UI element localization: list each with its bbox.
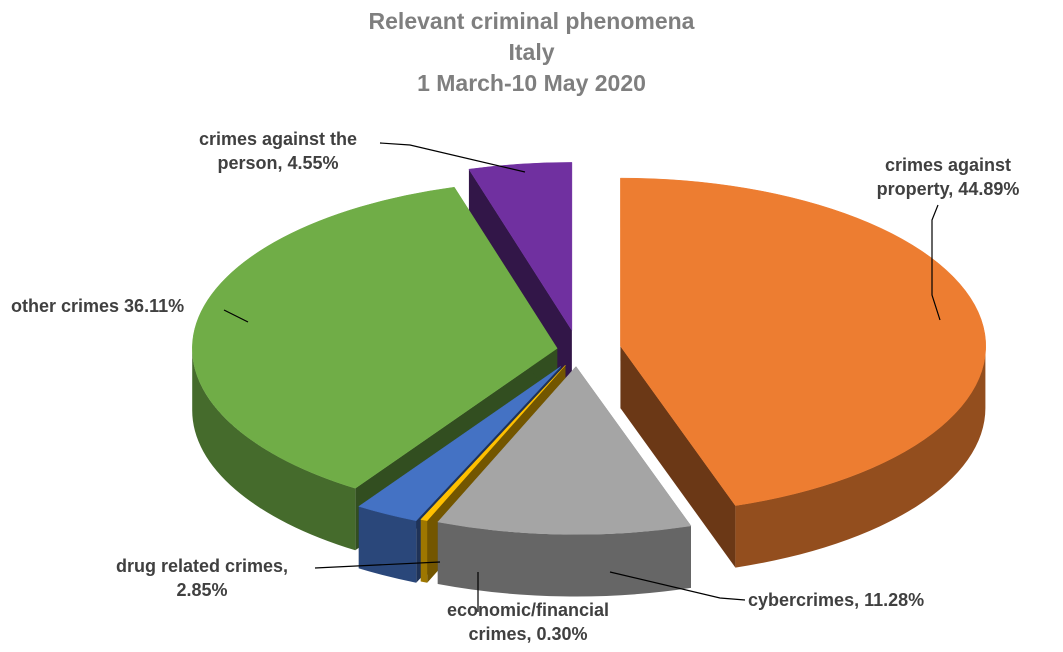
leader-line-property [931, 204, 941, 321]
leader-line-other [223, 309, 249, 323]
slice-top-drug [358, 366, 561, 521]
slice-top-economic [420, 365, 566, 521]
leader-line-person [379, 142, 526, 173]
slice-rim-economic-0 [420, 519, 428, 583]
data-label-person: crimes against the person, 4.55% [198, 129, 358, 173]
title-line-2: Italy [508, 39, 555, 65]
data-label-economic: economic/financial crimes, 0.30% [446, 600, 610, 644]
chart-title: Relevant criminal phenomena Italy 1 Marc… [0, 6, 1063, 99]
title-line-3: 1 March-10 May 2020 [417, 70, 646, 96]
slice-side-property-1 [620, 346, 736, 568]
pie-slice-cyber [437, 366, 692, 597]
slice-top-other [192, 186, 558, 489]
slice-rim-cyber-0 [437, 522, 691, 597]
title-line-1: Relevant criminal phenomena [368, 8, 695, 34]
leader-lines [223, 142, 941, 612]
data-label-other: other crimes 36.11% [11, 296, 185, 316]
data-label-drug: drug related crimes, 2.85% [115, 556, 289, 600]
data-label-cyber: cybercrimes, 11.28% [748, 590, 925, 610]
slice-top-person [468, 162, 573, 332]
data-label-property: crimes against property, 44.89% [876, 155, 1020, 199]
slice-rim-other-0 [192, 348, 356, 551]
pie-slice-property [620, 177, 987, 568]
leader-line-cyber [609, 571, 746, 601]
slice-top-cyber [437, 366, 692, 535]
slice-top-property [620, 177, 987, 506]
slice-rim-property-0 [735, 346, 986, 568]
pie-slice-other [192, 186, 558, 551]
leader-line-drug [314, 561, 441, 569]
